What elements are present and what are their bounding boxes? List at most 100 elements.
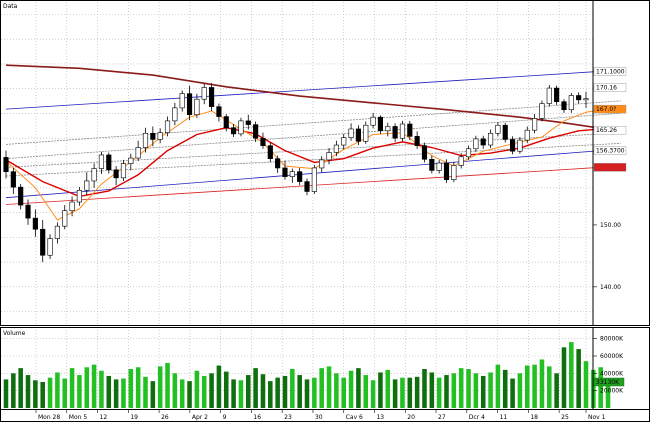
x-tick-label: 9 <box>223 414 227 421</box>
volume-bar <box>378 372 383 408</box>
price-right-label: 167.0? <box>596 106 616 113</box>
channel-line-gray <box>5 100 621 145</box>
candle-body <box>113 169 119 179</box>
candle-body <box>3 157 9 172</box>
volume-bar <box>605 382 611 408</box>
volume-bar <box>334 373 339 408</box>
volume-bar <box>62 378 68 408</box>
candle-body <box>421 145 428 160</box>
volume-bar <box>561 347 567 408</box>
volume-bar <box>510 378 515 408</box>
candle-body <box>480 138 486 146</box>
candle-body <box>326 152 332 161</box>
volume-bar <box>275 377 280 408</box>
candle-body <box>363 124 369 142</box>
candle-body <box>238 120 244 135</box>
volume-bar <box>547 366 552 408</box>
volume-bar <box>444 375 449 408</box>
candle-body <box>502 124 508 140</box>
x-tick-label: Cav 6 <box>346 414 363 421</box>
volume-bar <box>495 364 501 408</box>
volume-bars <box>3 342 611 408</box>
volume-bar <box>473 373 479 408</box>
candle-body <box>465 148 472 158</box>
candle-body <box>568 95 574 111</box>
volume-bar <box>326 366 332 408</box>
candle-body <box>333 144 339 153</box>
candle-body <box>231 127 237 135</box>
volume-y-tick-label: 40000K <box>600 370 624 377</box>
volume-bar <box>319 368 324 408</box>
candle-body <box>260 137 266 146</box>
volume-bar <box>246 375 251 408</box>
volume-bar <box>268 381 273 408</box>
volume-bar <box>436 377 442 408</box>
x-axis-frame <box>0 409 650 422</box>
candle-body <box>370 116 376 126</box>
volume-bar <box>223 371 229 408</box>
volume-bar <box>179 379 185 408</box>
price-right-label-box <box>593 125 627 135</box>
volume-bar <box>502 369 508 408</box>
volume-bar <box>231 379 236 408</box>
channel-line-gray <box>5 112 621 160</box>
volume-bar <box>532 364 537 408</box>
candle-body <box>84 180 90 191</box>
candle-body <box>142 132 149 148</box>
candlesticks <box>3 83 589 263</box>
candle-body <box>392 126 398 139</box>
volume-bar <box>143 376 148 408</box>
volume-bar <box>172 373 178 408</box>
candle-body <box>62 210 68 227</box>
volume-bar <box>297 375 302 408</box>
volume-bar <box>150 381 156 408</box>
candle-body <box>253 124 259 139</box>
price-right-label-box <box>593 83 627 92</box>
candle-body <box>135 147 141 159</box>
price-right-label: 170.16 <box>596 84 617 91</box>
price-right-marker <box>593 163 627 172</box>
candle-body <box>245 120 251 125</box>
candle-body <box>539 103 545 119</box>
candle-body <box>172 107 178 122</box>
x-tick-label: 12 <box>100 414 108 421</box>
volume-bar <box>99 370 104 408</box>
volume-bar <box>517 373 523 408</box>
volume-bar <box>348 370 354 408</box>
volume-panel-frame <box>0 327 650 410</box>
x-tick-label: Mon 5 <box>69 414 88 421</box>
volume-bar <box>304 379 310 408</box>
candle-body <box>76 189 82 203</box>
volume-bar <box>11 373 16 408</box>
volume-bar <box>18 368 23 408</box>
candle-body <box>164 120 171 133</box>
volume-bar <box>583 361 589 408</box>
x-tick-label: 30 <box>315 414 323 421</box>
volume-right-label-box <box>593 377 625 387</box>
volume-bar <box>201 375 207 408</box>
candle-body <box>150 132 156 140</box>
volume-bar <box>407 377 413 408</box>
candle-body <box>554 87 560 102</box>
volume-bar <box>356 368 361 408</box>
candle-body <box>524 129 530 141</box>
volume-bar <box>422 369 427 408</box>
candle-body <box>18 186 24 206</box>
volume-bar <box>488 372 493 408</box>
candle-body <box>429 158 435 171</box>
volume-bar <box>370 380 376 408</box>
volume-bar <box>216 365 222 408</box>
volume-bar <box>290 369 295 408</box>
volume-bar <box>25 375 31 408</box>
candle-body <box>510 139 516 152</box>
candle-body <box>267 145 273 159</box>
volume-y-tick-label: 80000K <box>600 336 624 343</box>
volume-bar <box>569 342 574 408</box>
candle-body <box>275 158 281 169</box>
candle-body <box>47 238 53 256</box>
volume-y-axis: 20000K 40000K 60000K 80000K 33130K <box>593 336 625 395</box>
price-y-tick-label: 150.00 <box>600 222 621 229</box>
candle-body <box>179 93 185 109</box>
volume-bar <box>392 379 398 408</box>
